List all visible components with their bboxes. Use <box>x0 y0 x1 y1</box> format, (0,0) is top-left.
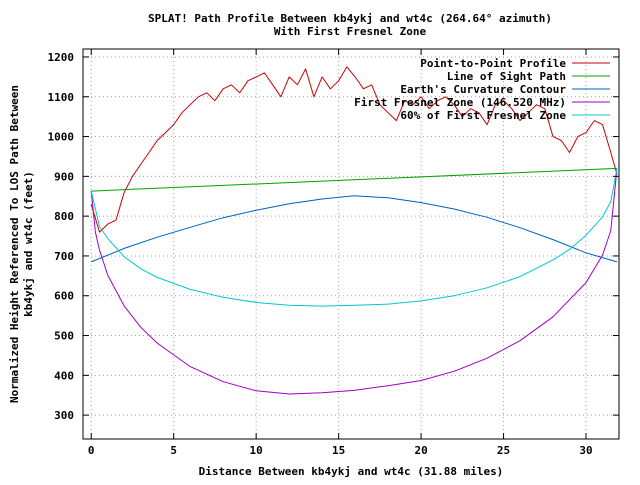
x-tick-label: 25 <box>497 444 510 457</box>
x-tick-label: 10 <box>250 444 263 457</box>
y-tick-label: 900 <box>54 170 74 183</box>
x-tick-label: 30 <box>579 444 592 457</box>
legend-label: Line of Sight Path <box>447 70 566 83</box>
plot-frame <box>82 48 620 440</box>
y-tick-label: 800 <box>54 210 74 223</box>
y-tick-label: 1200 <box>48 51 75 64</box>
x-tick-label: 20 <box>414 444 427 457</box>
legend-label: Earth's Curvature Contour <box>400 83 566 96</box>
y-tick-label: 1000 <box>48 131 75 144</box>
series-line-point-to-point-profile <box>90 66 618 233</box>
series-line-60-of-first-fresnel-zone <box>90 168 618 307</box>
x-tick-label: 0 <box>88 444 95 457</box>
y-tick-label: 300 <box>54 409 74 422</box>
legend-label: 60% of First Fresnel Zone <box>400 109 566 122</box>
y-axis-label-line2: kb4ykj and wt4c (feet) <box>22 171 35 317</box>
y-tick-label: 400 <box>54 369 74 382</box>
chart-title: SPLAT! Path Profile Between kb4ykj and w… <box>148 12 552 25</box>
y-tick-label: 700 <box>54 250 74 263</box>
x-tick-label: 5 <box>170 444 177 457</box>
axis-ticks: 0 5 10 15 20 25 30 300 400 500 600 700 800 900 1000 110… <box>48 49 619 457</box>
series-line-line-of-sight-path <box>91 167 618 192</box>
x-axis-label: Distance Between kb4ykj and wt4c (31.88 … <box>199 465 504 478</box>
y-tick-label: 500 <box>54 330 74 343</box>
y-tick-label: 600 <box>54 290 74 303</box>
y-tick-label: 1100 <box>48 91 75 104</box>
plot-series <box>90 66 618 395</box>
y-axis-label-line1: Normalized Height Referenced To LOS Path… <box>8 85 21 403</box>
x-tick-label: 15 <box>332 444 345 457</box>
legend-label: First Fresnel Zone (146.520 MHz) <box>354 96 566 109</box>
legend-label: Point-to-Point Profile <box>420 57 566 70</box>
y-axis-label-group: Normalized Height Referenced To LOS Path… <box>8 85 35 403</box>
series-line-first-fresnel-zone-146-520-mhz <box>90 168 618 395</box>
series-line-earth-s-curvature-contour <box>91 195 618 263</box>
chart-subtitle: With First Fresnel Zone <box>274 25 427 38</box>
grid <box>83 49 619 439</box>
